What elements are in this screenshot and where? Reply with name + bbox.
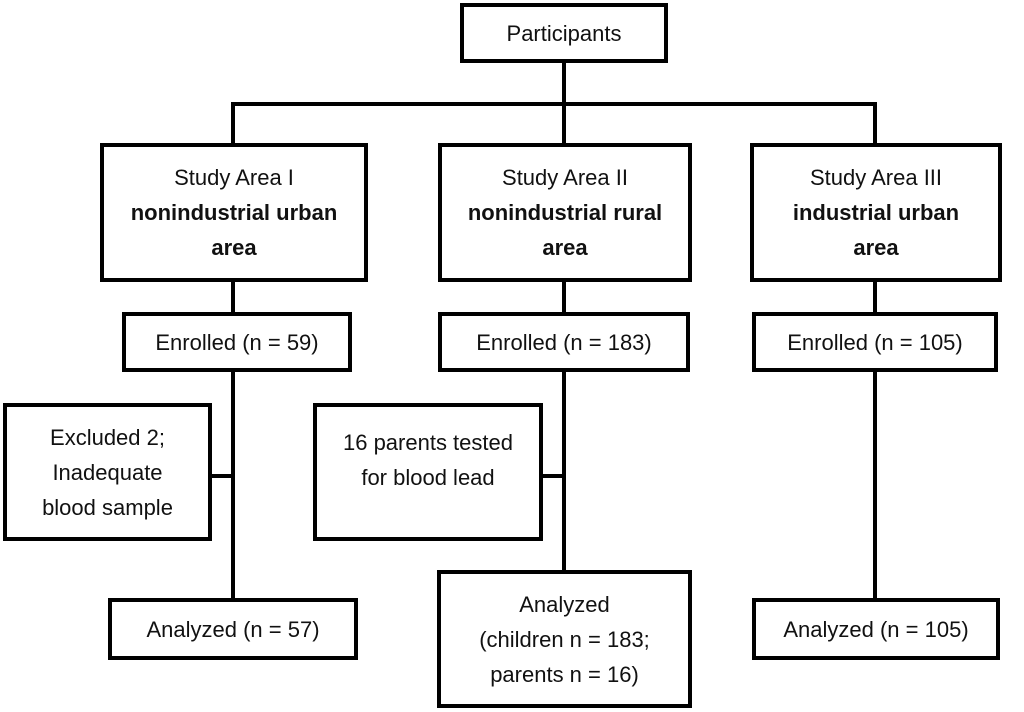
enrolled-2-label: Enrolled (n = 183): [476, 329, 652, 355]
excluded-line3: blood sample: [42, 494, 173, 520]
participants-label: Participants: [506, 20, 622, 46]
connector-col2-study-to-enrolled: [562, 280, 566, 314]
parents-tested-line2: for blood lead: [361, 465, 495, 490]
enrolled-3-label: Enrolled (n = 105): [787, 329, 963, 355]
connector-col1-study-to-enrolled: [231, 280, 235, 314]
study-area-1-subtitle-line1: nonindustrial urban: [130, 200, 338, 225]
analyzed-1-label: Analyzed (n = 57): [146, 616, 320, 642]
connector-col2-enrolled-to-analyzed: [562, 370, 566, 572]
analyzed-2-box: Analyzed (children n = 183; parents n = …: [437, 570, 692, 708]
analyzed-3-box: Analyzed (n = 105): [752, 598, 1000, 660]
enrolled-1-box: Enrolled (n = 59): [122, 312, 352, 372]
study-area-1-box: Study Area I nonindustrial urban area: [100, 143, 368, 282]
study-area-2-subtitle-line2: area: [542, 235, 588, 260]
study-area-3-subtitle-line1: industrial urban: [792, 200, 960, 225]
analyzed-2-line2: (children n = 183;: [479, 626, 650, 652]
study-area-2-subtitle-line1: nonindustrial rural: [467, 200, 663, 225]
enrolled-3-box: Enrolled (n = 105): [752, 312, 998, 372]
study-area-2-box: Study Area II nonindustrial rural area: [438, 143, 692, 282]
excluded-line2: Inadequate: [52, 459, 163, 485]
connector-col3-branch-to-study: [873, 102, 877, 147]
enrolled-1-label: Enrolled (n = 59): [155, 329, 319, 355]
connector-branch-horizontal: [231, 102, 877, 106]
connector-col3-enrolled-to-analyzed: [873, 370, 877, 600]
study-area-1-title: Study Area I: [174, 165, 294, 190]
connector-col1-enrolled-to-analyzed: [231, 370, 235, 600]
connector-col1-branch-to-study: [231, 102, 235, 147]
participants-box: Participants: [460, 3, 668, 63]
study-area-3-subtitle-line2: area: [853, 235, 899, 260]
analyzed-1-box: Analyzed (n = 57): [108, 598, 358, 660]
analyzed-2-line3: parents n = 16): [490, 661, 639, 687]
connector-col3-study-to-enrolled: [873, 280, 877, 314]
study-area-3-title: Study Area III: [809, 165, 943, 190]
excluded-box: Excluded 2; Inadequate blood sample: [3, 403, 212, 541]
parents-tested-box: 16 parents tested for blood lead: [313, 403, 543, 541]
connector-parents-box: [541, 474, 564, 478]
enrolled-2-box: Enrolled (n = 183): [438, 312, 690, 372]
analyzed-2-line1: Analyzed: [519, 591, 610, 617]
study-area-3-box: Study Area III industrial urban area: [750, 143, 1002, 282]
study-area-2-title: Study Area II: [502, 165, 628, 190]
connector-excluded-box: [210, 474, 233, 478]
excluded-line1: Excluded 2;: [50, 424, 165, 450]
analyzed-3-label: Analyzed (n = 105): [783, 616, 969, 642]
study-area-1-subtitle-line2: area: [211, 235, 257, 260]
parents-tested-line1: 16 parents tested: [342, 430, 513, 455]
